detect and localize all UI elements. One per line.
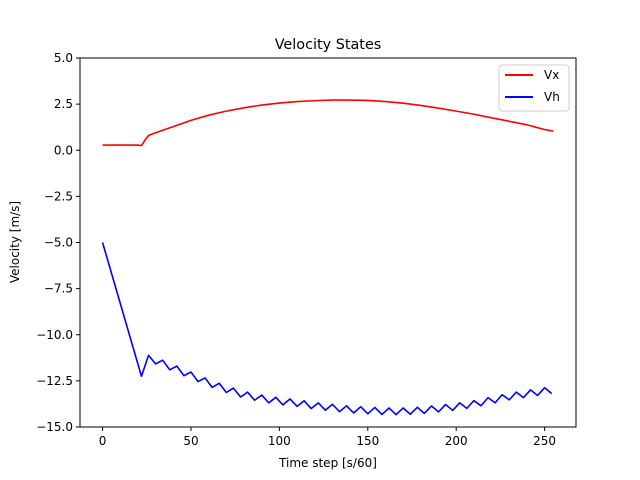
x-tick-label: 150 bbox=[356, 434, 379, 448]
axes-frame bbox=[79, 57, 577, 428]
x-tick-label: 250 bbox=[533, 434, 556, 448]
y-tick-label: −10.0 bbox=[36, 328, 73, 342]
x-tick-label: 200 bbox=[445, 434, 468, 448]
y-tick-label: −2.5 bbox=[44, 189, 73, 203]
y-axis-label: Velocity [m/s] bbox=[8, 201, 22, 283]
x-tick-label: 50 bbox=[183, 434, 198, 448]
plot-lines bbox=[101, 99, 554, 416]
y-tick-label: −15.0 bbox=[36, 420, 73, 434]
legend-label-vx: Vx bbox=[544, 68, 559, 82]
chart-title: Velocity States bbox=[275, 37, 382, 53]
y-axis-ticks: 5.0 2.5 0.0 −2.5 −5.0 −7.5 −10.0 −12.5 −15.0 bbox=[36, 51, 80, 434]
x-tick-label: 0 bbox=[99, 434, 107, 448]
series-line-vh bbox=[101, 242, 553, 416]
y-tick-label: −7.5 bbox=[44, 282, 73, 296]
legend-box bbox=[498, 64, 570, 112]
x-axis-ticks: 0 50 100 150 200 250 bbox=[99, 427, 556, 448]
x-tick-label: 100 bbox=[268, 434, 291, 448]
x-axis-label: Time step [s/60] bbox=[278, 456, 377, 470]
y-tick-label: 0.0 bbox=[54, 143, 73, 157]
series-line-vx bbox=[102, 99, 554, 147]
y-tick-label: −12.5 bbox=[36, 374, 73, 388]
y-tick-label: −5.0 bbox=[44, 236, 73, 250]
y-tick-label: 5.0 bbox=[54, 51, 73, 65]
y-tick-label: 2.5 bbox=[54, 97, 73, 111]
legend-label-vh: Vh bbox=[544, 90, 560, 104]
legend: Vx Vh bbox=[498, 64, 570, 112]
